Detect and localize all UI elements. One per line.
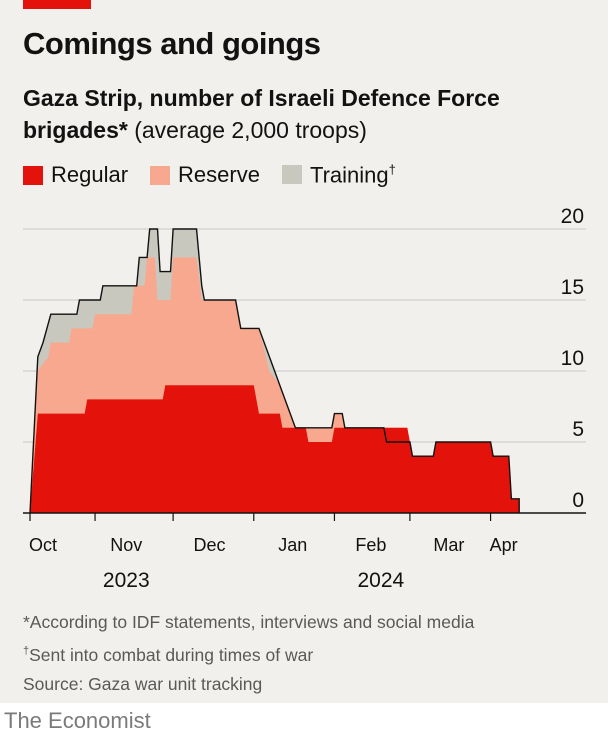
legend-swatch-regular: [23, 165, 43, 185]
year-label-2023: 2023: [103, 569, 150, 592]
x-tick-label-oct: Oct: [29, 535, 57, 555]
chart-title: Comings and goings: [23, 26, 321, 61]
subtitle-star: *: [118, 117, 128, 143]
legend-swatch-training: [281, 165, 302, 185]
legend-label-regular: Regular: [51, 162, 129, 187]
x-tick-label-apr: Apr: [490, 535, 518, 555]
subtitle-rest: (average 2,000 troops): [127, 117, 367, 143]
x-tick-label-feb: Feb: [355, 535, 386, 555]
x-tick-label-nov: Nov: [110, 535, 142, 555]
footnote-dagger: †: [23, 645, 30, 657]
footnote-training: †Sent into combat during times of war: [23, 637, 474, 670]
y-tick-label-10: 10: [561, 347, 584, 370]
y-tick-label-0: 0: [572, 489, 584, 512]
chart-subtitle: Gaza Strip, number of Israeli Defence Fo…: [23, 82, 583, 146]
area-regular: [30, 385, 520, 513]
legend-label-reserve: Reserve: [178, 162, 260, 187]
footnote-training-text: Sent into combat during times of war: [29, 644, 314, 665]
legend-item-regular: Regular: [23, 162, 128, 188]
subtitle-main: Gaza Strip, number of Israeli Defence Fo…: [23, 85, 500, 143]
x-tick-label-mar: Mar: [433, 535, 464, 555]
stacked-area-chart: 0 5 10 15 20 Oct Nov Dec Jan Feb Mar Apr 2023 2024: [23, 205, 586, 592]
footnote-sources: *According to IDF statements, interviews…: [23, 612, 475, 632]
chart-legend: Regular Reserve Training†: [23, 160, 418, 190]
total-outline: [29, 228, 520, 514]
economist-wordmark: The Economist: [4, 708, 151, 733]
legend-item-training: Training†: [281, 162, 396, 188]
legend-label-training: Training†: [310, 162, 396, 188]
x-tick-label-dec: Dec: [194, 535, 226, 555]
x-tick-label-jan: Jan: [278, 535, 307, 555]
year-label-2024: 2024: [358, 569, 405, 592]
y-tick-label-5: 5: [572, 418, 584, 441]
source-line: Source: Gaza war unit tracking: [23, 673, 263, 694]
legend-swatch-reserve: [150, 165, 171, 185]
legend-dagger: †: [388, 161, 396, 177]
legend-label-training-text: Training: [309, 162, 389, 188]
y-tick-label-20: 20: [561, 205, 584, 228]
brand-red-bar: [23, 0, 91, 9]
chart-notes: *According to IDF statements, interviews…: [23, 608, 474, 699]
legend-item-reserve: Reserve: [150, 162, 260, 188]
y-tick-label-15: 15: [561, 276, 584, 299]
